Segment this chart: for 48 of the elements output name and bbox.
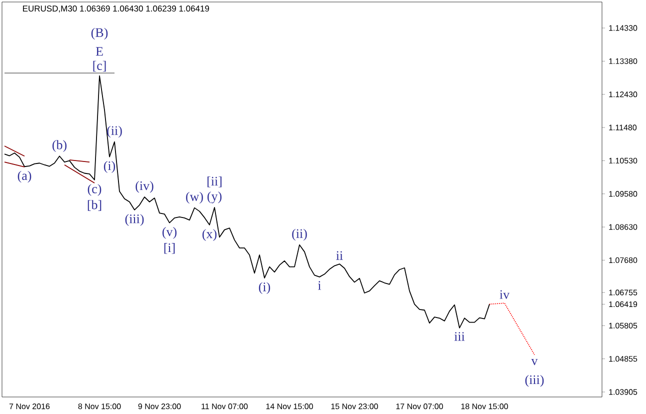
y-tick-label: 1.09580 [609, 191, 638, 197]
annotation: (ii) [107, 126, 122, 138]
x-tick-label: 18 Nov 15:00 [461, 404, 508, 410]
y-tick-label: 1.08630 [609, 224, 638, 230]
annotation: (i) [104, 161, 116, 173]
annotation: (x) [202, 229, 217, 241]
annotation: (iii) [525, 375, 544, 387]
x-tick-label: 11 Nov 07:00 [202, 404, 248, 410]
annotation: (iii) [125, 214, 144, 226]
x-tick-label: 9 Nov 23:00 [138, 404, 181, 410]
y-tick-label: 1.03905 [609, 389, 638, 395]
annotation: (ii) [292, 228, 307, 241]
x-tick-label: 7 Nov 2016 [9, 404, 50, 410]
annotation: [i] [164, 243, 175, 254]
annotation: (w) [186, 192, 203, 204]
annotation: (iv) [136, 181, 154, 193]
y-tick-label: 1.14330 [609, 25, 638, 31]
annotation: v [531, 359, 538, 366]
y-tick-label: 1.07680 [609, 257, 638, 264]
annotation: (y) [207, 191, 222, 204]
annotation: (v) [162, 227, 177, 239]
x-tick-label: 15 Nov 23:00 [331, 404, 378, 410]
annotation: [c] [93, 60, 106, 72]
x-tick-label: 8 Nov 15:00 [78, 404, 121, 410]
y-tick-label: 1.06755 [609, 290, 638, 296]
line-series [4, 75, 490, 328]
annotation: ii [336, 251, 343, 260]
annotation: iii [454, 332, 465, 341]
y-tick-label: 1.06419 [609, 301, 638, 308]
annotation: (c) [88, 184, 102, 196]
annotation: iv [500, 290, 510, 299]
annotation: [b] [88, 200, 102, 211]
chart-title: EURUSD,M30 1.06369 1.06430 1.06239 1.06419 [23, 6, 210, 13]
annotation: (i) [258, 282, 270, 294]
annotation: (b) [52, 140, 67, 152]
y-tick-label: 1.05805 [609, 322, 638, 328]
annotation: (a) [18, 170, 32, 183]
y-tick-label: 1.04855 [609, 356, 638, 362]
x-tick-label: 14 Nov 15:00 [266, 404, 313, 410]
x-tick-label: 17 Nov 07:00 [396, 404, 443, 410]
annotation: E [96, 47, 103, 56]
annotation: (B) [91, 28, 108, 40]
annotation: i [318, 281, 322, 290]
y-tick-label: 1.11480 [609, 124, 637, 130]
y-tick-label: 1.13380 [609, 58, 638, 64]
annotation: [ii] [208, 176, 222, 188]
y-tick-label: 1.12430 [609, 92, 638, 98]
y-tick-label: 1.10530 [609, 158, 638, 164]
